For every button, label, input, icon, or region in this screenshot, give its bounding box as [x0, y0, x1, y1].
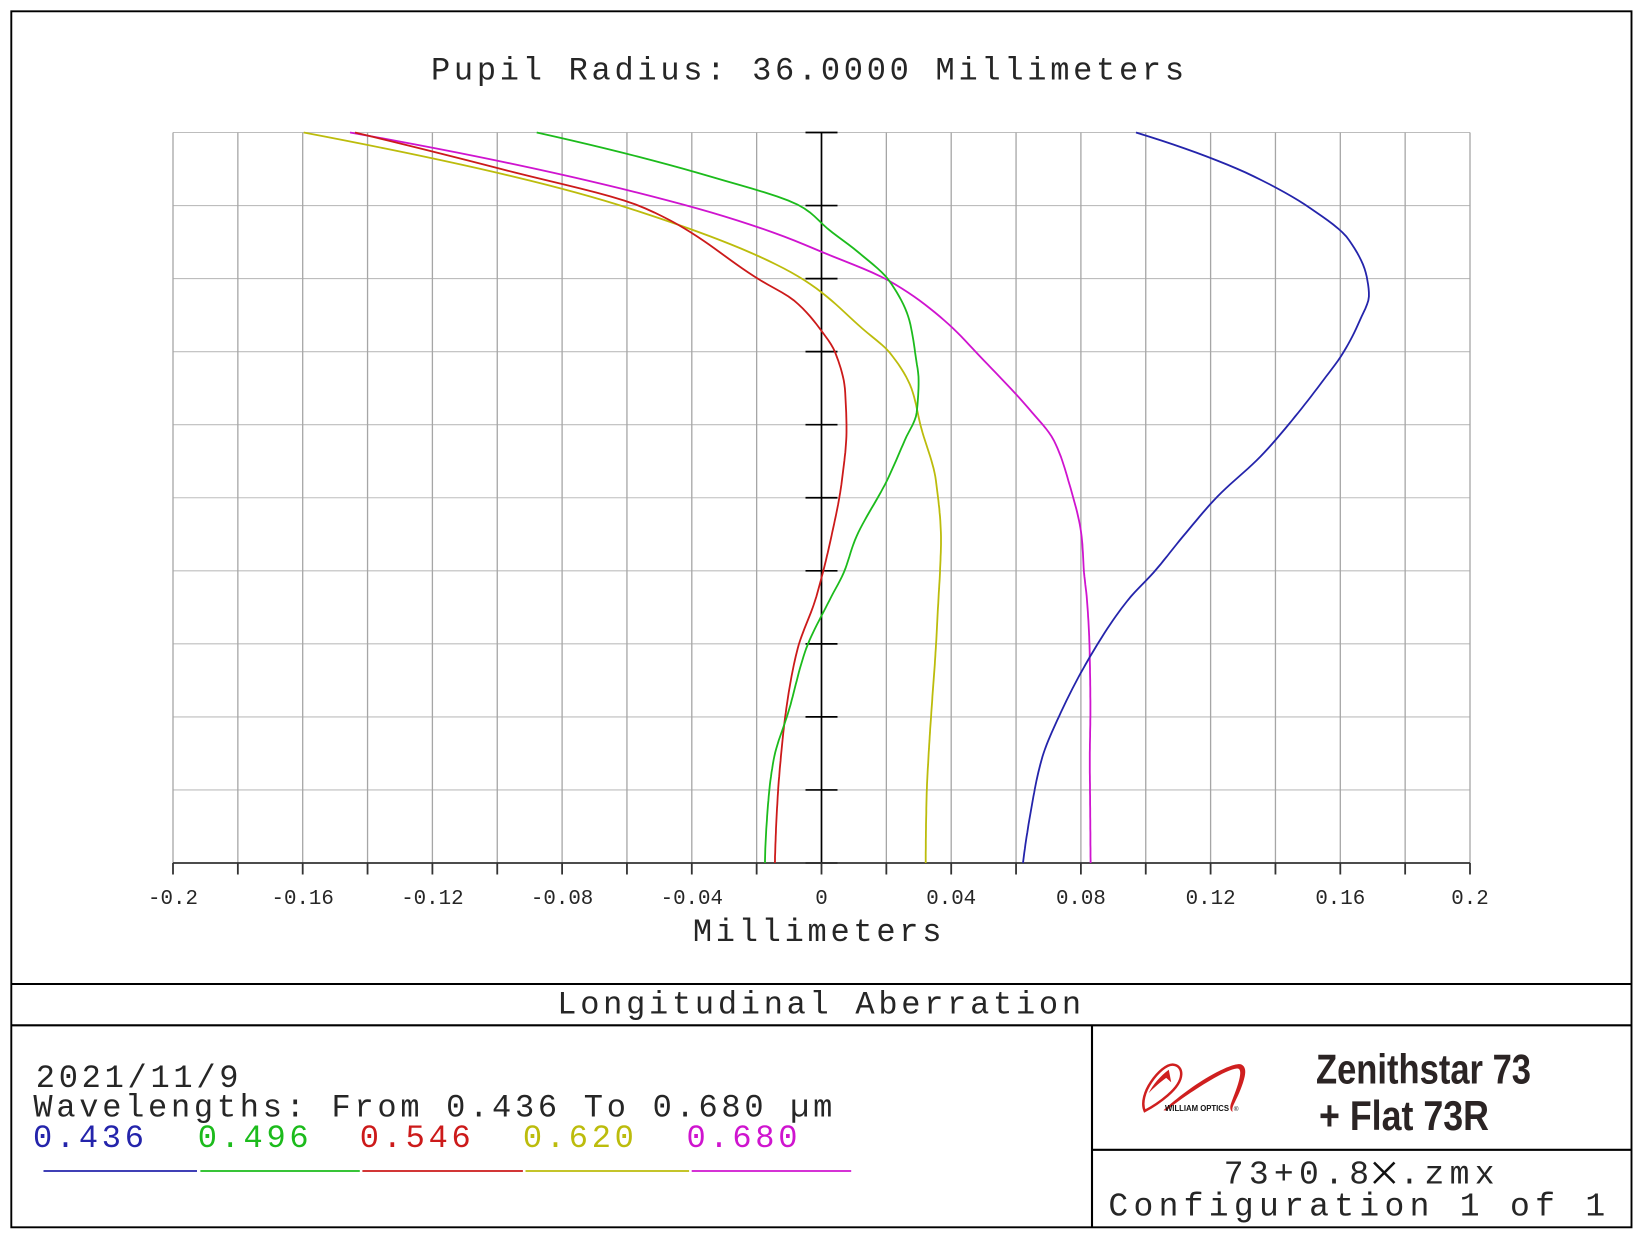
svg-text:0.436: 0.436 — [33, 1120, 148, 1157]
svg-text:0.680: 0.680 — [687, 1120, 802, 1157]
svg-text:®: ® — [1234, 1105, 1239, 1113]
svg-text:0.546: 0.546 — [360, 1120, 475, 1157]
svg-text:Millimeters: Millimeters — [693, 914, 945, 951]
svg-text:0.16: 0.16 — [1315, 888, 1365, 911]
svg-text:-0.04: -0.04 — [661, 888, 723, 911]
svg-text:Longitudinal Aberration: Longitudinal Aberration — [557, 987, 1084, 1024]
svg-text:WILLIAM OPTICS: WILLIAM OPTICS — [1165, 1104, 1229, 1113]
svg-text:0.04: 0.04 — [926, 888, 976, 911]
svg-text:0.620: 0.620 — [523, 1120, 638, 1157]
svg-text:-0.16: -0.16 — [271, 888, 333, 911]
svg-text:+ Flat 73R: + Flat 73R — [1319, 1092, 1489, 1139]
svg-text:-0.2: -0.2 — [148, 888, 198, 911]
svg-text:0.496: 0.496 — [198, 1120, 313, 1157]
svg-text:Wavelengths: From 0.436 To 0.6: Wavelengths: From 0.436 To 0.680 µm — [33, 1090, 836, 1127]
svg-text:2021/11/9: 2021/11/9 — [36, 1060, 242, 1097]
svg-text:Zenithstar 73: Zenithstar 73 — [1316, 1046, 1531, 1093]
svg-text:Pupil Radius: 36.0000 Millimet: Pupil Radius: 36.0000 Millimeters — [431, 53, 1188, 90]
svg-text:73+0.8 .zmx: 73+0.8 .zmx — [1224, 1157, 1500, 1194]
svg-text:-0.08: -0.08 — [531, 888, 593, 911]
svg-text:Configuration 1 of 1: Configuration 1 of 1 — [1108, 1189, 1610, 1226]
svg-text:0.2: 0.2 — [1451, 888, 1488, 911]
svg-text:-0.12: -0.12 — [401, 888, 463, 911]
svg-text:0.12: 0.12 — [1186, 888, 1236, 911]
svg-text:0.08: 0.08 — [1056, 888, 1106, 911]
svg-text:0: 0 — [815, 888, 827, 911]
